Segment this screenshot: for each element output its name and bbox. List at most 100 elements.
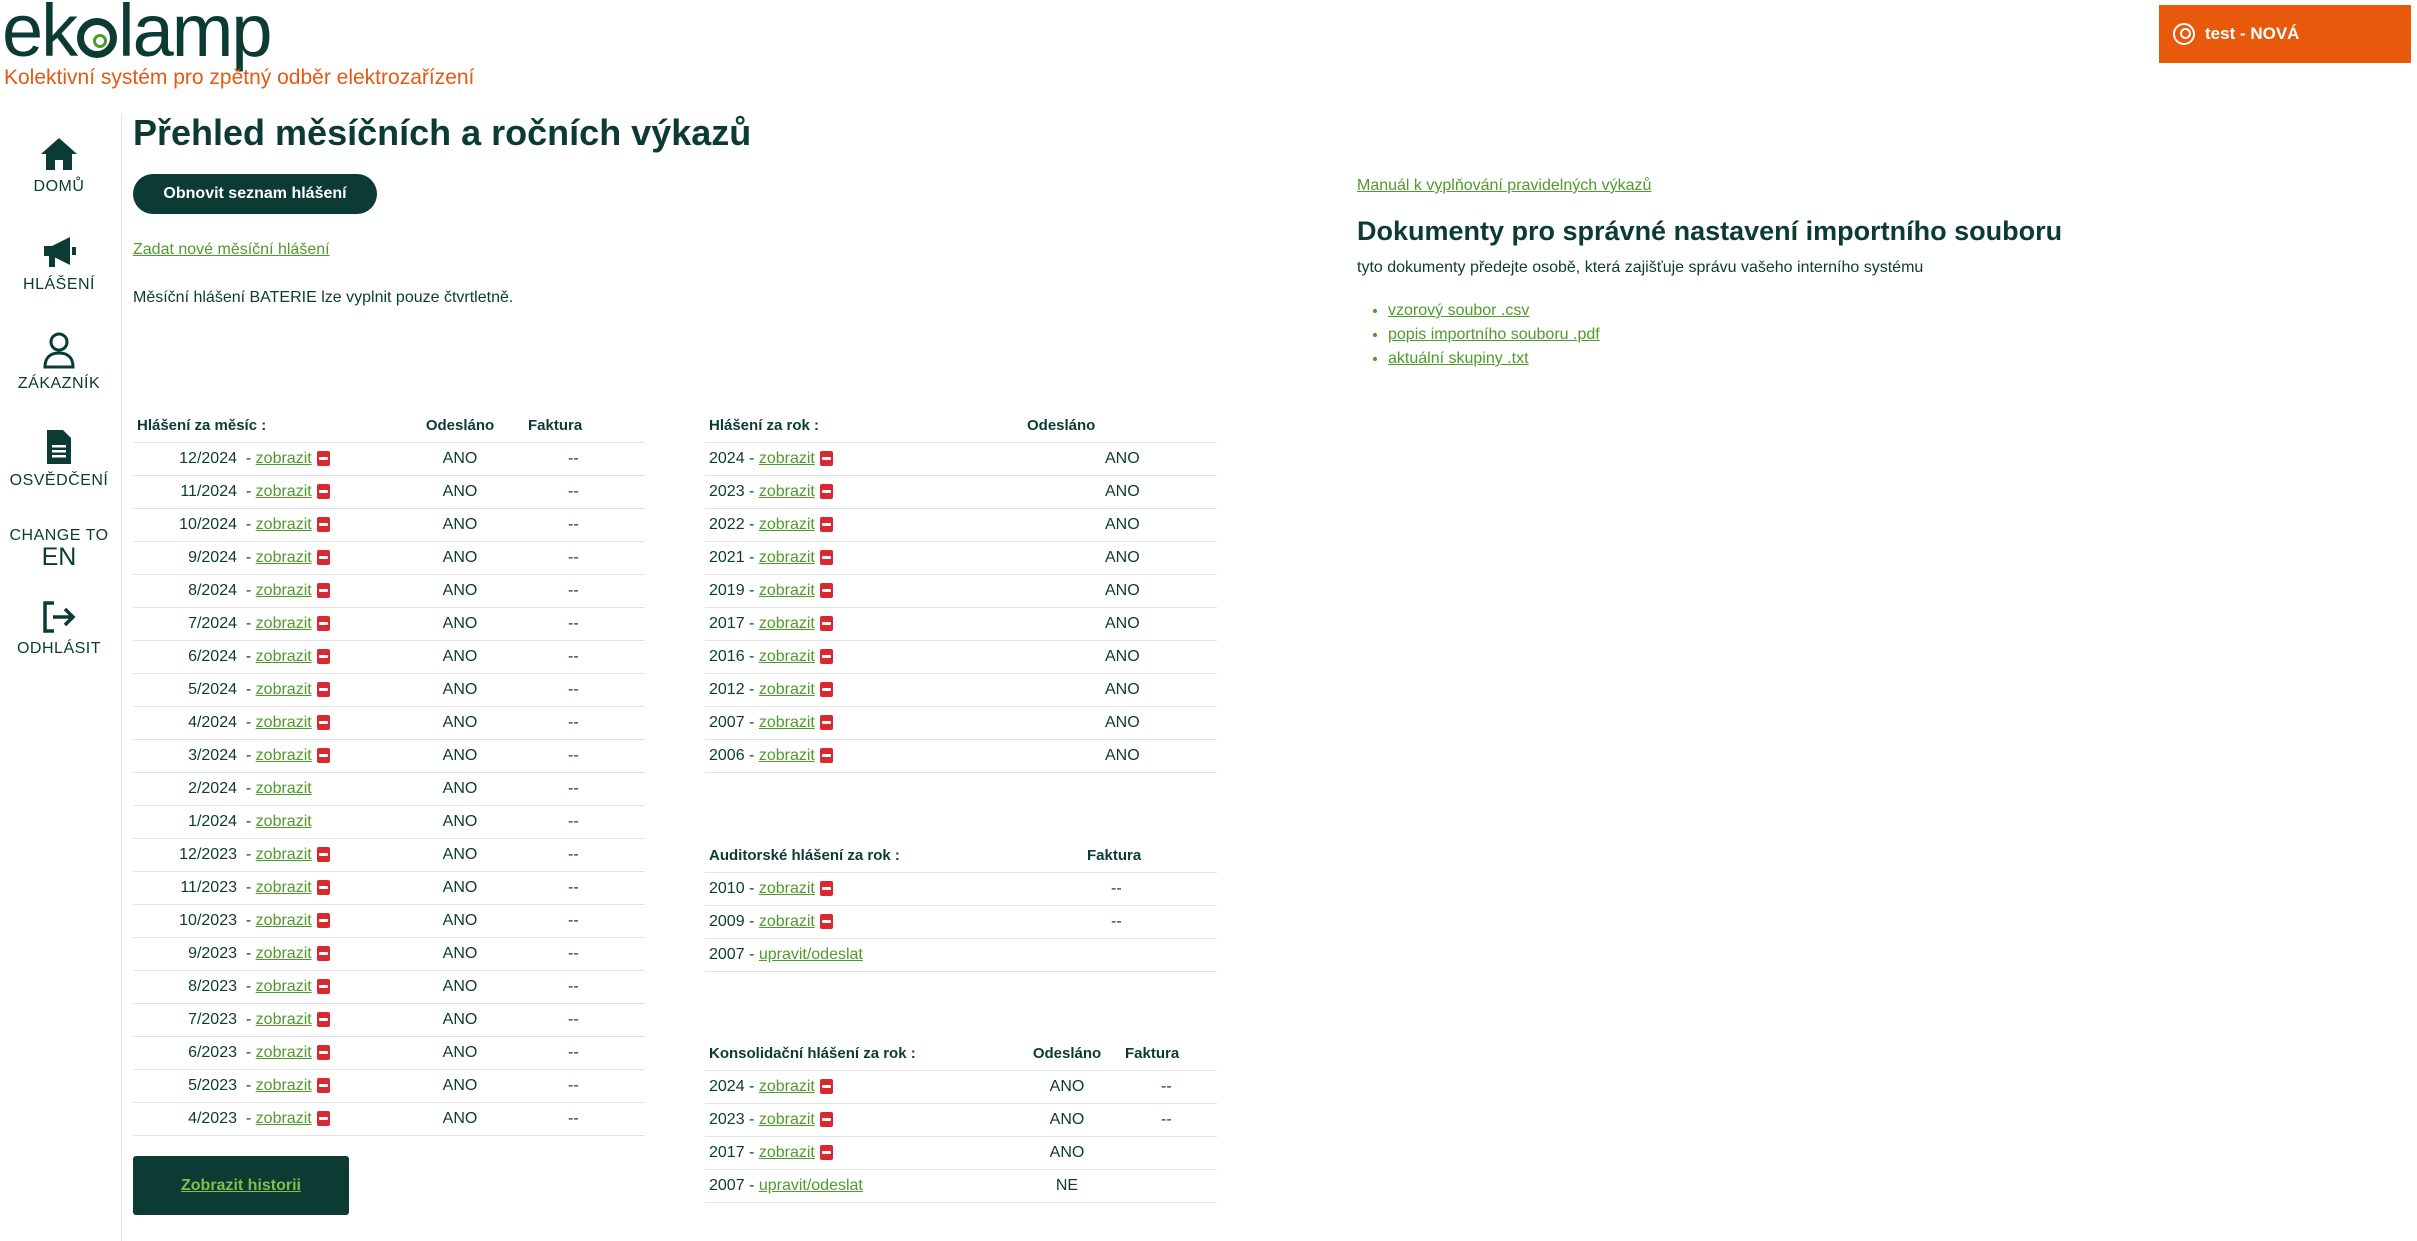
view-report-link[interactable]: zobrazit <box>255 681 312 698</box>
pdf-icon[interactable] <box>819 682 833 698</box>
pdf-icon[interactable] <box>819 914 833 930</box>
col-audit-year: Auditorské hlášení za rok : <box>705 839 1083 873</box>
nav-certificate[interactable]: OSVĚDČENÍ <box>0 428 118 490</box>
pdf-icon[interactable] <box>316 550 330 566</box>
new-monthly-report-link[interactable]: Zadat nové měsíční hlášení <box>133 241 330 258</box>
view-report-link[interactable]: zobrazit <box>758 681 815 698</box>
sent-cell: ANO <box>396 673 524 707</box>
view-report-link[interactable]: zobrazit <box>758 582 815 599</box>
pdf-icon[interactable] <box>316 715 330 731</box>
sent-cell: ANO <box>1013 1070 1121 1104</box>
edit-send-link[interactable]: upravit/odeslat <box>758 1177 863 1194</box>
view-report-link[interactable]: zobrazit <box>255 912 312 929</box>
pdf-icon[interactable] <box>316 847 330 863</box>
pdf-icon[interactable] <box>316 880 330 896</box>
pdf-icon[interactable] <box>316 1045 330 1061</box>
view-report-link[interactable]: zobrazit <box>255 714 312 731</box>
view-report-link[interactable]: zobrazit <box>758 747 815 764</box>
year-label: 2019 <box>709 582 745 599</box>
doc-pdf-link[interactable]: popis importního souboru .pdf <box>1388 326 1600 343</box>
pdf-icon[interactable] <box>316 682 330 698</box>
pdf-icon[interactable] <box>316 946 330 962</box>
view-report-link[interactable]: zobrazit <box>255 582 312 599</box>
pdf-icon[interactable] <box>819 451 833 467</box>
pdf-icon[interactable] <box>819 550 833 566</box>
view-report-link[interactable]: zobrazit <box>255 813 312 830</box>
pdf-icon[interactable] <box>316 517 330 533</box>
view-report-link[interactable]: zobrazit <box>758 648 815 665</box>
view-report-link[interactable]: zobrazit <box>255 846 312 863</box>
view-report-link[interactable]: zobrazit <box>255 1077 312 1094</box>
nav-logout[interactable]: ODHLÁSIT <box>0 600 118 658</box>
col-sent: Odesláno <box>396 409 524 443</box>
pdf-icon[interactable] <box>316 1078 330 1094</box>
view-report-link[interactable]: zobrazit <box>255 483 312 500</box>
pdf-icon[interactable] <box>316 748 330 764</box>
pdf-icon[interactable] <box>316 583 330 599</box>
invoice-cell: -- <box>524 805 645 839</box>
view-report-link[interactable]: zobrazit <box>758 1078 815 1095</box>
pdf-icon[interactable] <box>316 913 330 929</box>
nav-home[interactable]: DOMŮ <box>0 136 118 196</box>
view-report-link[interactable]: zobrazit <box>758 1144 815 1161</box>
pdf-icon[interactable] <box>819 649 833 665</box>
pdf-icon[interactable] <box>316 1012 330 1028</box>
pdf-icon[interactable] <box>819 1112 833 1128</box>
table-row: 2017 - zobrazit ANO <box>705 1136 1217 1170</box>
pdf-icon[interactable] <box>819 1145 833 1161</box>
sent-cell: ANO <box>396 772 524 806</box>
ekolamp-logo[interactable]: ek lamp <box>2 0 273 72</box>
user-menu-button[interactable]: test - NOVÁ <box>2159 5 2411 63</box>
view-report-link[interactable]: zobrazit <box>758 913 815 930</box>
pdf-icon[interactable] <box>316 1111 330 1127</box>
sent-cell: ANO <box>1023 640 1217 674</box>
view-report-link[interactable]: zobrazit <box>758 516 815 533</box>
view-report-link[interactable]: zobrazit <box>758 483 815 500</box>
view-report-link[interactable]: zobrazit <box>255 780 312 797</box>
pdf-icon[interactable] <box>819 616 833 632</box>
pdf-icon[interactable] <box>316 451 330 467</box>
pdf-icon[interactable] <box>316 979 330 995</box>
edit-send-link[interactable]: upravit/odeslat <box>758 946 863 963</box>
pdf-icon[interactable] <box>819 881 833 897</box>
nav-customer[interactable]: ZÁKAZNÍK <box>0 331 118 393</box>
view-report-link[interactable]: zobrazit <box>758 714 815 731</box>
view-report-link[interactable]: zobrazit <box>255 516 312 533</box>
pdf-icon[interactable] <box>819 484 833 500</box>
view-report-link[interactable]: zobrazit <box>255 450 312 467</box>
view-report-link[interactable]: zobrazit <box>758 615 815 632</box>
view-report-link[interactable]: zobrazit <box>255 945 312 962</box>
view-report-link[interactable]: zobrazit <box>255 879 312 896</box>
sent-cell: ANO <box>396 838 524 872</box>
view-report-link[interactable]: zobrazit <box>255 978 312 995</box>
view-report-link[interactable]: zobrazit <box>758 549 815 566</box>
doc-txt-link[interactable]: aktuální skupiny .txt <box>1388 350 1529 367</box>
pdf-icon[interactable] <box>819 715 833 731</box>
pdf-icon[interactable] <box>819 517 833 533</box>
show-history-button[interactable]: Zobrazit historii <box>133 1156 349 1215</box>
pdf-icon[interactable] <box>819 748 833 764</box>
nav-change-language[interactable]: CHANGE TO EN <box>0 527 118 570</box>
nav-reports[interactable]: HLÁŠENÍ <box>0 234 118 294</box>
view-report-link[interactable]: zobrazit <box>255 615 312 632</box>
sent-cell: ANO <box>396 541 524 575</box>
pdf-icon[interactable] <box>316 616 330 632</box>
pdf-icon[interactable] <box>819 583 833 599</box>
year-label: 2009 <box>709 913 745 930</box>
doc-csv-link[interactable]: vzorový soubor .csv <box>1388 302 1530 319</box>
view-report-link[interactable]: zobrazit <box>758 1111 815 1128</box>
view-report-link[interactable]: zobrazit <box>255 1044 312 1061</box>
view-report-link[interactable]: zobrazit <box>758 880 815 897</box>
view-report-link[interactable]: zobrazit <box>255 648 312 665</box>
pdf-icon[interactable] <box>316 484 330 500</box>
view-report-link[interactable]: zobrazit <box>255 1110 312 1127</box>
sent-cell: ANO <box>396 475 524 509</box>
pdf-icon[interactable] <box>316 649 330 665</box>
manual-link[interactable]: Manuál k vyplňování pravidelných výkazů <box>1357 177 1652 194</box>
view-report-link[interactable]: zobrazit <box>255 747 312 764</box>
view-report-link[interactable]: zobrazit <box>255 1011 312 1028</box>
refresh-list-button[interactable]: Obnovit seznam hlášení <box>133 174 377 214</box>
view-report-link[interactable]: zobrazit <box>758 450 815 467</box>
view-report-link[interactable]: zobrazit <box>255 549 312 566</box>
pdf-icon[interactable] <box>819 1079 833 1095</box>
